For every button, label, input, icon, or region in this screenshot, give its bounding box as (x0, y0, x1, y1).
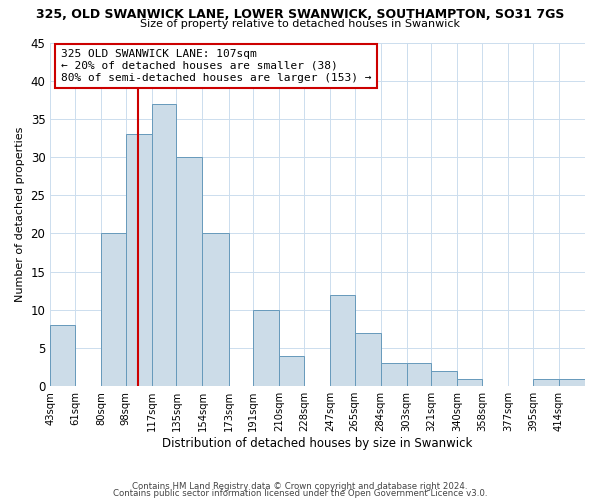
Bar (202, 234, 229, 386)
Bar (253, 310, 279, 386)
Bar (50, 325, 75, 386)
Text: 325, OLD SWANWICK LANE, LOWER SWANWICK, SOUTHAMPTON, SO31 7GS: 325, OLD SWANWICK LANE, LOWER SWANWICK, … (36, 8, 564, 20)
X-axis label: Distribution of detached houses by size in Swanwick: Distribution of detached houses by size … (163, 437, 473, 450)
Text: 325 OLD SWANWICK LANE: 107sqm
← 20% of detached houses are smaller (38)
80% of s: 325 OLD SWANWICK LANE: 107sqm ← 20% of d… (61, 50, 371, 82)
Bar (457, 378, 482, 386)
Bar (381, 364, 407, 386)
Bar (533, 378, 559, 386)
Y-axis label: Number of detached properties: Number of detached properties (15, 126, 25, 302)
Bar (152, 104, 176, 386)
Bar (407, 364, 431, 386)
Text: Size of property relative to detached houses in Swanwick: Size of property relative to detached ho… (140, 19, 460, 29)
Bar (330, 294, 355, 386)
Bar (176, 157, 202, 386)
Bar (355, 332, 381, 386)
Bar (559, 378, 585, 386)
Text: Contains HM Land Registry data © Crown copyright and database right 2024.: Contains HM Land Registry data © Crown c… (132, 482, 468, 491)
Bar (125, 134, 152, 386)
Text: Contains public sector information licensed under the Open Government Licence v3: Contains public sector information licen… (113, 490, 487, 498)
Bar (279, 356, 304, 386)
Bar (101, 234, 125, 386)
Bar (431, 371, 457, 386)
